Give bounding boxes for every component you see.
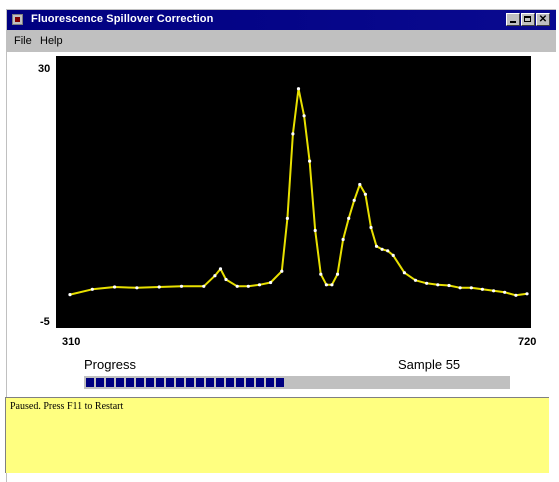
data-point	[335, 272, 340, 276]
data-point	[246, 284, 250, 288]
y-tick-label-min: -5	[40, 316, 50, 328]
data-point	[386, 249, 390, 253]
data-point	[285, 216, 289, 220]
data-point	[425, 281, 429, 285]
data-point	[369, 225, 373, 230]
data-point	[218, 267, 223, 271]
data-point	[113, 285, 117, 289]
data-point	[402, 271, 406, 275]
title-bar[interactable]: Fluorescence Spillover Correction ✕	[7, 10, 556, 30]
app-icon[interactable]	[12, 14, 23, 25]
spectrum-line	[69, 87, 528, 297]
sample-label: Sample 55	[398, 357, 461, 372]
data-point	[280, 269, 284, 273]
data-point	[436, 283, 440, 287]
spectrum-plot	[56, 56, 531, 328]
menu-bar: File Help	[7, 30, 556, 52]
x-tick-label-min: 310	[62, 336, 81, 348]
window-controls: ✕	[506, 13, 550, 27]
window-title: Fluorescence Spillover Correction	[31, 13, 214, 25]
data-point	[374, 244, 379, 248]
progress-fill	[86, 378, 284, 387]
data-point	[341, 237, 345, 242]
y-tick-label-max: 30	[38, 63, 51, 75]
data-point	[308, 159, 312, 163]
data-point	[235, 284, 239, 288]
data-point	[358, 182, 362, 187]
menu-help[interactable]: Help	[40, 35, 63, 47]
data-point	[157, 285, 161, 289]
data-point	[257, 283, 262, 287]
spectrum-chart	[68, 87, 529, 297]
data-point	[352, 198, 356, 202]
data-point	[391, 253, 395, 257]
data-point	[514, 293, 518, 297]
data-point	[313, 228, 317, 233]
progress-bar	[84, 376, 510, 389]
data-point	[458, 286, 462, 290]
data-point	[213, 274, 217, 278]
data-point	[179, 284, 184, 288]
close-icon[interactable]: ✕	[536, 13, 550, 26]
minimize-icon[interactable]	[506, 13, 520, 26]
status-text: Paused. Press F11 to Restart	[10, 401, 124, 412]
data-point	[90, 287, 94, 291]
data-point	[291, 132, 295, 136]
data-point	[296, 87, 301, 91]
data-point	[269, 280, 273, 285]
data-point	[480, 287, 484, 291]
data-point	[324, 283, 328, 287]
data-point	[319, 272, 323, 276]
data-point	[224, 277, 228, 282]
data-point	[68, 293, 72, 297]
data-point	[380, 247, 384, 251]
maximize-icon[interactable]	[521, 13, 535, 26]
progress-label: Progress	[84, 357, 137, 372]
status-panel[interactable]: Paused. Press F11 to Restart	[5, 397, 549, 473]
data-point	[503, 290, 507, 294]
data-point	[492, 289, 496, 293]
data-point	[347, 216, 351, 220]
menu-file[interactable]: File	[14, 35, 32, 47]
data-point	[363, 192, 367, 196]
data-point	[525, 292, 529, 296]
x-tick-label-max: 720	[518, 336, 537, 348]
data-point	[135, 286, 139, 290]
data-point	[469, 286, 473, 290]
data-point	[447, 283, 451, 288]
data-point	[302, 114, 306, 118]
data-point	[413, 278, 418, 282]
data-point	[330, 283, 334, 287]
data-point	[202, 284, 206, 288]
